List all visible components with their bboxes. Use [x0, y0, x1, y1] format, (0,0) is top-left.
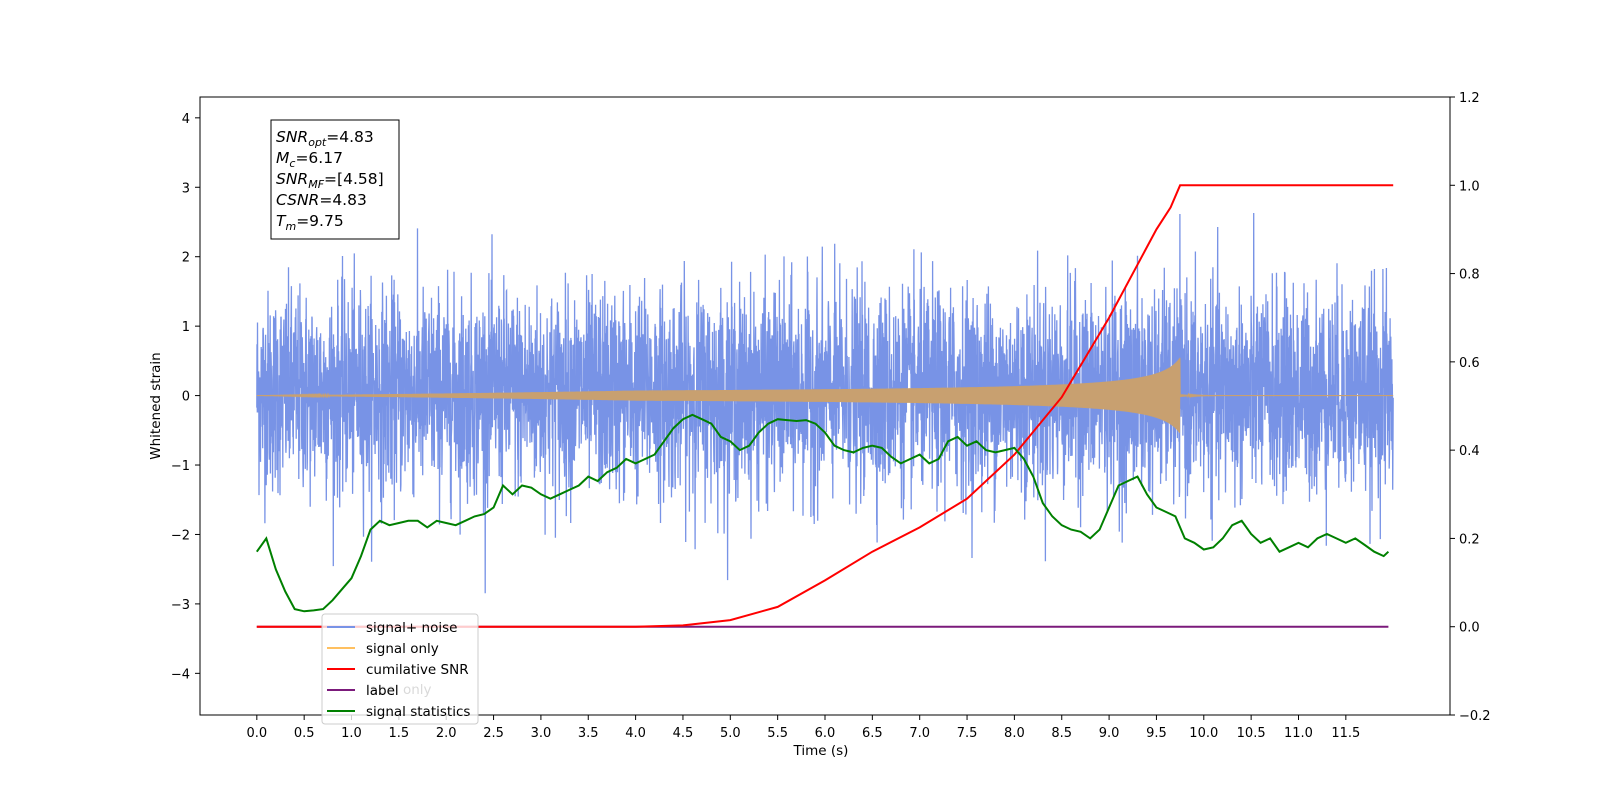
- y-tick-label: −3: [171, 598, 190, 613]
- y-tick-label: 0: [182, 390, 190, 405]
- x-tick-label: 3.5: [578, 726, 599, 741]
- legend-entry-label: label: [366, 683, 399, 699]
- x-tick-label: 9.5: [1146, 726, 1167, 741]
- y2-tick-label: 1.0: [1459, 179, 1480, 194]
- x-tick-label: 4.5: [673, 726, 694, 741]
- series-cumulative-snr: [256, 184, 1394, 628]
- info-line: SNRopt=4.83: [276, 128, 374, 149]
- series-signal-statistics: [255, 413, 1390, 613]
- info-line: Tm=9.75: [276, 212, 344, 233]
- y-tick-label: 4: [182, 112, 190, 127]
- y-tick-label: −2: [171, 528, 190, 543]
- y2-tick-label: −0.2: [1459, 709, 1491, 724]
- y-axis-label: Whitened strain: [148, 352, 164, 459]
- x-tick-label: 11.0: [1284, 726, 1313, 741]
- x-tick-label: 8.5: [1051, 726, 1072, 741]
- x-tick-label: 1.0: [341, 726, 362, 741]
- x-tick-label: 6.5: [862, 726, 883, 741]
- legend-entry-label: signal+ noise: [366, 620, 457, 636]
- x-axis-label: Time (s): [793, 743, 849, 759]
- x-tick-label: 7.0: [909, 726, 930, 741]
- x-tick-label: 6.0: [815, 726, 836, 741]
- x-tick-label: 5.0: [720, 726, 741, 741]
- y2-tick-label: 0.0: [1459, 621, 1480, 636]
- y-tick-label: 2: [182, 251, 190, 266]
- axis-ticks: 0.0 0.5 1.0 1.5 2.0 2.5 3.0 3.5 4.0 4.5 5.0 5.5 6.0 6…: [171, 91, 1491, 741]
- legend-entry-label: signal statistics: [366, 704, 470, 720]
- x-tick-label: 2.0: [436, 726, 457, 741]
- legend-entry-label: cumilative SNR: [366, 662, 469, 678]
- y-tick-label: 3: [182, 181, 190, 196]
- y2-tick-label: 0.8: [1459, 268, 1480, 283]
- x-tick-label: 10.0: [1189, 726, 1218, 741]
- x-tick-label: 2.5: [483, 726, 504, 741]
- legend-frame: [321, 613, 479, 725]
- y2-tick-label: 0.4: [1459, 444, 1480, 459]
- legend-hidden-label: label only: [366, 682, 432, 698]
- y-tick-label: 1: [182, 320, 190, 335]
- info-box-frame: [270, 119, 400, 240]
- legend: label only signal+ noise signal only cumila…: [321, 613, 479, 725]
- x-tick-label: 8.0: [1004, 726, 1025, 741]
- y-tick-label: −1: [171, 459, 190, 474]
- x-tick-label: 5.5: [767, 726, 788, 741]
- x-tick-label: 1.5: [389, 726, 410, 741]
- x-tick-label: 7.5: [957, 726, 978, 741]
- legend-entry-label: signal only: [366, 641, 439, 657]
- x-tick-label: 0.5: [294, 726, 315, 741]
- info-line: SNRMF=[4.58]: [276, 170, 384, 191]
- series-signal-only: [256, 357, 1394, 433]
- x-tick-label: 10.5: [1237, 726, 1266, 741]
- y2-tick-label: 0.6: [1459, 356, 1480, 371]
- y-tick-label: −4: [171, 667, 190, 682]
- info-line: Mc=6.17: [276, 149, 343, 170]
- x-tick-label: 9.0: [1099, 726, 1120, 741]
- y2-tick-label: 0.2: [1459, 532, 1480, 547]
- x-tick-label: 3.0: [531, 726, 552, 741]
- x-tick-label: 11.5: [1331, 726, 1360, 741]
- x-tick-label: 0.0: [246, 726, 267, 741]
- y2-tick-label: 1.2: [1459, 91, 1480, 106]
- info-line: CSNR=4.83: [276, 191, 367, 209]
- x-tick-label: 4.0: [625, 726, 646, 741]
